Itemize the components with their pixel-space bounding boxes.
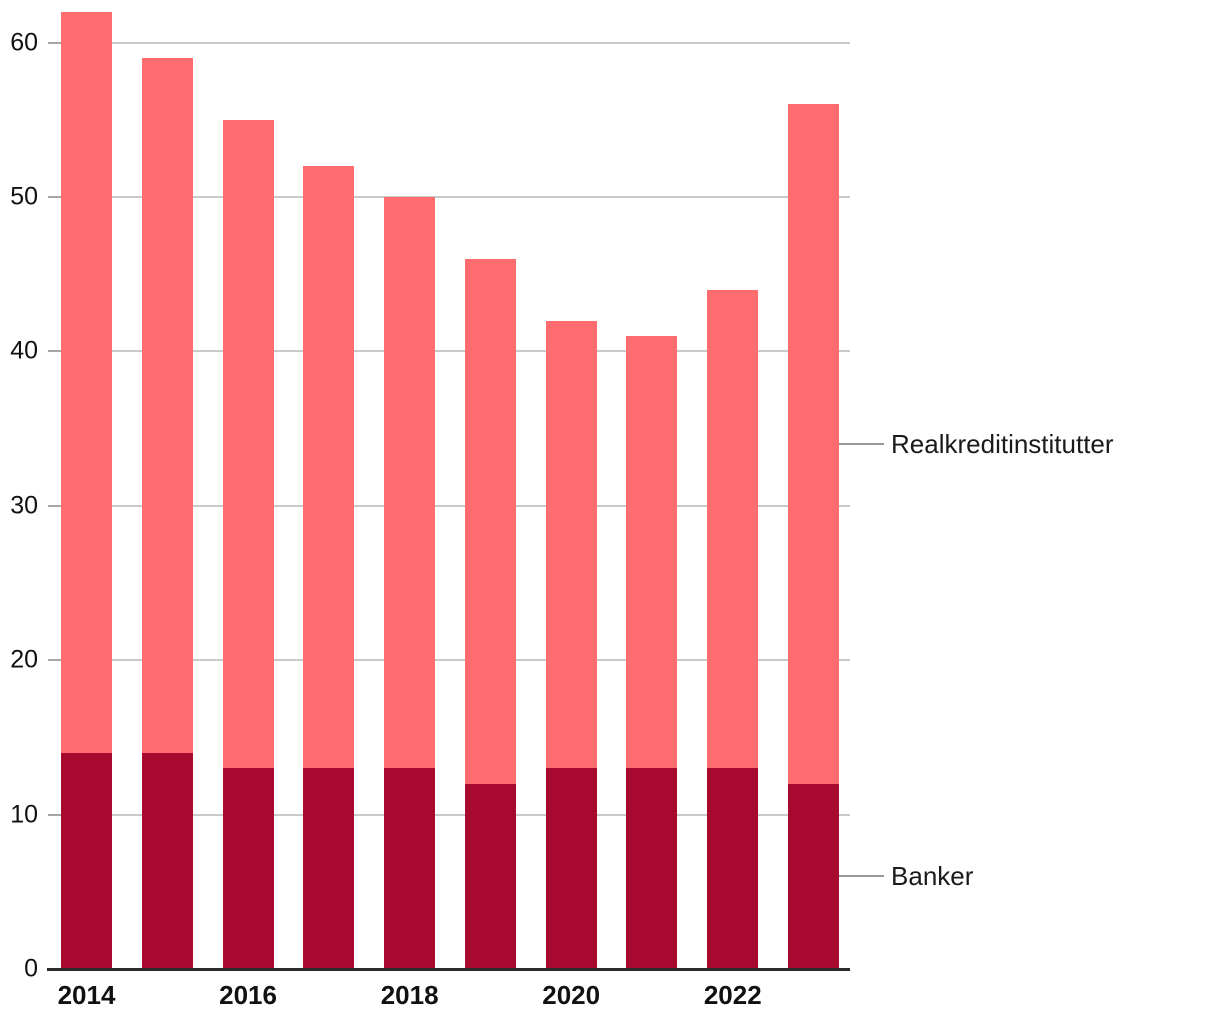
bar-banker-2020 [545, 768, 597, 969]
y-axis-label-30: 30 [10, 491, 38, 520]
gridline-30 [61, 504, 850, 507]
y-axis-label-40: 40 [10, 336, 38, 365]
bar-banker-2021 [626, 768, 678, 969]
bar-banker-2014 [61, 752, 112, 969]
legend-label-realkreditinstitutter: Realkreditinstitutter [839, 429, 1114, 459]
y-tick-20 [48, 659, 61, 662]
gridline-60 [61, 41, 850, 44]
bar-realkreditinstitutter-2017 [303, 166, 355, 769]
x-axis-label-2022: 2022 [703, 980, 762, 1010]
bar-banker-2022 [707, 768, 759, 969]
gridline-10 [61, 813, 850, 816]
y-tick-50 [48, 196, 61, 198]
legend-text-banker: Banker [891, 861, 974, 892]
x-axis-label-2014: 2014 [57, 980, 116, 1010]
bar-realkreditinstitutter-2020 [545, 320, 597, 769]
bar-realkreditinstitutter-2022 [707, 289, 759, 769]
y-tick-10 [48, 813, 61, 816]
x-axis-label-2020: 2020 [542, 980, 601, 1010]
x-axis-label-2018: 2018 [380, 980, 439, 1010]
bar-realkreditinstitutter-2019 [464, 258, 516, 784]
bar-realkreditinstitutter-2021 [626, 335, 678, 769]
bar-banker-2015 [141, 752, 193, 969]
gridline-40 [61, 350, 850, 353]
bar-banker-2018 [384, 768, 436, 969]
bar-banker-2019 [464, 783, 516, 969]
x-axis-line [47, 968, 850, 971]
y-tick-60 [48, 41, 61, 44]
y-axis-label-20: 20 [10, 645, 38, 674]
gridline-20 [61, 659, 850, 662]
bar-realkreditinstitutter-2014 [61, 11, 112, 753]
bar-banker-2017 [303, 768, 355, 969]
bar-realkreditinstitutter-2023 [788, 104, 840, 784]
leader-line-banker [839, 875, 885, 878]
y-axis-label-0: 0 [24, 954, 38, 983]
gridline-50 [61, 196, 850, 198]
x-axis-label-2016: 2016 [219, 980, 277, 1010]
y-axis-label-10: 10 [10, 800, 38, 829]
bar-realkreditinstitutter-2018 [384, 197, 436, 769]
y-tick-40 [48, 350, 61, 353]
bar-banker-2016 [222, 768, 274, 969]
y-axis-label-60: 60 [10, 28, 38, 57]
y-axis-label-50: 50 [10, 182, 38, 211]
legend-label-banker: Banker [839, 861, 973, 891]
bar-banker-2023 [788, 783, 840, 969]
y-tick-30 [48, 504, 61, 507]
bar-realkreditinstitutter-2016 [222, 119, 274, 769]
legend-text-realkreditinstitutter: Realkreditinstitutter [891, 429, 1114, 460]
leader-line-realkreditinstitutter [839, 443, 885, 446]
bar-realkreditinstitutter-2015 [141, 58, 193, 753]
